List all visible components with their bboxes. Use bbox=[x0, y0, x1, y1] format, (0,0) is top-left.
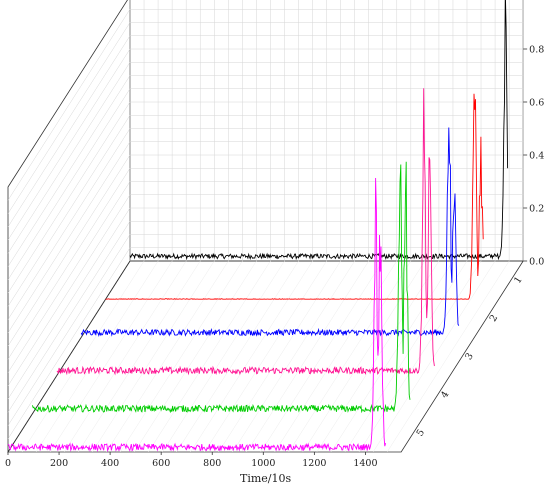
grid-line bbox=[7, 128, 131, 320]
chart-grid bbox=[7, 0, 524, 453]
x-tick-label: 600 bbox=[152, 458, 170, 469]
grid-line bbox=[7, 35, 131, 227]
series-line bbox=[31, 161, 411, 414]
z-tick-label: 0.6 bbox=[529, 98, 544, 109]
grid-line bbox=[274, 260, 397, 453]
grid-line bbox=[344, 260, 468, 453]
grid-line bbox=[92, 260, 215, 453]
grid-line bbox=[330, 260, 454, 453]
grid-line bbox=[7, 22, 131, 214]
grid-line bbox=[7, 207, 131, 400]
grid-line bbox=[7, 48, 131, 241]
grid-line bbox=[7, 221, 131, 413]
grid-line bbox=[7, 154, 131, 347]
grid-line bbox=[35, 260, 159, 453]
grid-line bbox=[176, 260, 299, 453]
x-tick-label: 800 bbox=[203, 458, 221, 469]
grid-line bbox=[218, 260, 341, 453]
series-line bbox=[56, 88, 435, 376]
grid-line bbox=[386, 260, 510, 453]
depth-tick-label: 4 bbox=[439, 389, 452, 400]
grid-line bbox=[288, 260, 412, 453]
depth-tick-label: 5 bbox=[415, 428, 428, 439]
grid-line bbox=[7, 194, 131, 386]
grid-line bbox=[7, 168, 131, 360]
grid-line bbox=[246, 260, 369, 453]
grid-line bbox=[162, 260, 285, 453]
depth-tick-label: 3 bbox=[463, 351, 476, 362]
grid-line bbox=[7, 101, 131, 294]
z-tick-label: 0.0 bbox=[529, 257, 544, 268]
grid-line bbox=[7, 234, 131, 426]
z-tick-label: 1.0 bbox=[529, 0, 544, 3]
grid-line bbox=[120, 260, 243, 453]
grid-line bbox=[7, 88, 131, 280]
grid-line bbox=[7, 9, 131, 201]
grid-line bbox=[7, 115, 131, 307]
grid-line bbox=[21, 260, 145, 453]
series-line bbox=[129, 0, 509, 261]
depth-tick-label: 2 bbox=[488, 313, 501, 324]
side-wall bbox=[7, 0, 131, 454]
x-tick-label: 400 bbox=[101, 458, 119, 469]
grid-line bbox=[372, 260, 496, 453]
grid-line bbox=[316, 260, 440, 453]
x-tick-label: 200 bbox=[50, 458, 68, 469]
grid-line bbox=[7, 141, 131, 333]
grid-line bbox=[77, 260, 201, 453]
grid-line bbox=[106, 260, 229, 453]
grid-line bbox=[49, 260, 173, 453]
x-tick-label: 1200 bbox=[302, 458, 326, 469]
z-tick-label: 0.2 bbox=[529, 204, 544, 215]
grid-line bbox=[302, 260, 426, 453]
grid-line bbox=[7, 247, 131, 439]
x-tick-label: 0 bbox=[5, 458, 11, 469]
series-line bbox=[105, 93, 484, 300]
grid-line bbox=[7, 62, 131, 254]
grid-line bbox=[7, 75, 131, 267]
grid-line bbox=[190, 260, 313, 453]
z-tick-label: 0.8 bbox=[529, 45, 544, 56]
grid-line bbox=[63, 260, 187, 453]
chart-panels bbox=[7, 0, 524, 454]
chart-series bbox=[7, 0, 509, 453]
grid-line bbox=[232, 260, 355, 453]
grid-line bbox=[204, 260, 327, 453]
series-line bbox=[80, 127, 460, 337]
z-tick-label: 0.4 bbox=[529, 151, 544, 162]
x-tick-label: 1000 bbox=[251, 458, 275, 469]
x-axis-label: Time/10s bbox=[240, 472, 291, 485]
x-tick-label: 1400 bbox=[353, 458, 377, 469]
grid-line bbox=[260, 260, 383, 453]
grid-line bbox=[7, 181, 131, 373]
grid-line bbox=[148, 260, 271, 453]
grid-line bbox=[134, 260, 257, 453]
chart-ticks: 0.0 0.2 0.4 0.6 0.8 1.0 0 200 400 600 800 1000 1200 1… bbox=[5, 0, 544, 469]
series-line bbox=[7, 177, 387, 453]
depth-tick-label: 1 bbox=[512, 275, 525, 286]
